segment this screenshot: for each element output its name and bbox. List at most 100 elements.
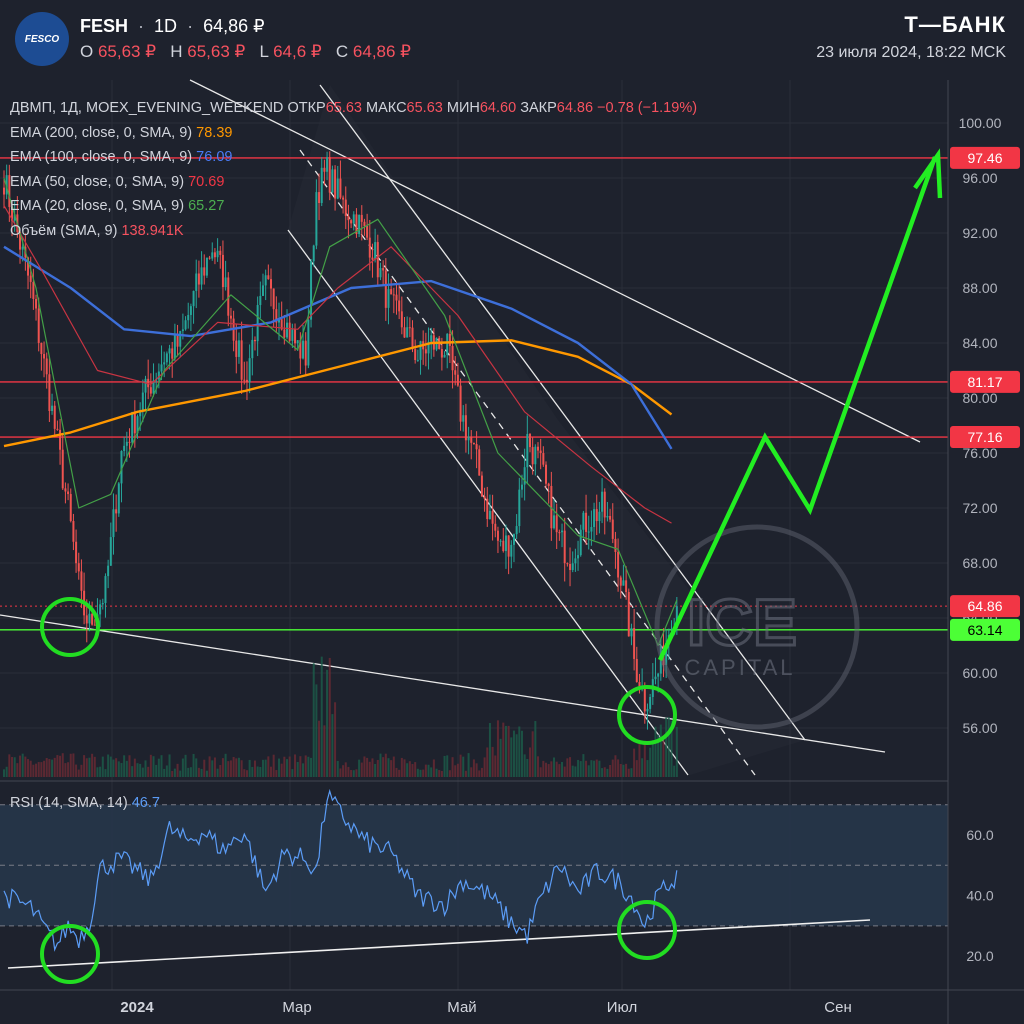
volume-bar	[368, 761, 371, 777]
volume-bar	[595, 759, 598, 777]
legend-ema20-label: EMA (20, close, 0, SMA, 9)	[10, 198, 185, 214]
volume-bar	[502, 722, 505, 777]
time-tick-label: Май	[447, 999, 476, 1016]
volume-bar	[213, 757, 216, 777]
annotations	[40, 148, 943, 984]
candle-body	[603, 491, 606, 518]
candle-body	[440, 348, 443, 358]
candle-body	[595, 509, 598, 522]
volume-bar	[240, 760, 243, 777]
ohlc-key: L	[259, 42, 269, 61]
legend-ema200[interactable]: EMA (200, close, 0, SMA, 9) 78.39	[10, 121, 697, 146]
candle-body	[563, 530, 566, 564]
volume-bar	[75, 764, 78, 777]
volume-bar	[93, 756, 96, 777]
company-logo: FESCO	[15, 12, 69, 66]
legend-ema50[interactable]: EMA (50, close, 0, SMA, 9) 70.69	[10, 170, 697, 195]
ticker[interactable]: FESH	[80, 16, 129, 36]
interval[interactable]: 1D	[154, 16, 178, 36]
candle-body	[526, 433, 529, 468]
candle-body	[430, 335, 433, 342]
legend-ema100[interactable]: EMA (100, close, 0, SMA, 9) 76.09	[10, 145, 697, 170]
volume-bar	[350, 770, 353, 777]
volume-bar	[363, 756, 366, 777]
brand-logo: Т—БАНК	[904, 12, 1006, 37]
candle-body	[483, 496, 486, 499]
volume-bar	[19, 755, 22, 777]
candle-body	[43, 354, 46, 359]
volume-bar	[398, 769, 401, 777]
volume-bar	[606, 768, 609, 777]
volume-bar	[115, 758, 118, 777]
legend-volume-value: 138.941K	[121, 222, 184, 239]
volume-bar	[280, 763, 283, 777]
volume-bar	[189, 767, 192, 777]
candle-body	[665, 642, 668, 666]
candle-body	[48, 374, 51, 412]
price-tick-label: 84.00	[962, 335, 997, 351]
candle-body	[363, 221, 366, 226]
volume-bar	[649, 747, 652, 777]
volume-bar	[545, 762, 548, 777]
legend-volume[interactable]: Объём (SMA, 9) 138.941K	[10, 219, 697, 244]
candle-body	[294, 329, 297, 344]
rsi-tick-label: 20.0	[966, 948, 993, 964]
volume-bar	[3, 769, 5, 777]
candle-body	[85, 615, 88, 624]
volume-bar	[128, 755, 131, 777]
volume-bar	[537, 756, 539, 777]
volume-bar	[438, 770, 441, 777]
level-label: 97.46	[967, 150, 1002, 166]
candle-body	[419, 341, 422, 360]
volume-bar	[187, 767, 190, 777]
price-tick-label: 100.00	[959, 115, 1002, 131]
volume-bar	[184, 754, 187, 777]
candle-body	[379, 268, 382, 278]
candle-body	[502, 540, 505, 552]
rsi-legend[interactable]: RSI (14, SMA, 14) 46.7	[10, 795, 160, 811]
candle-body	[582, 512, 585, 530]
highlight-circle	[617, 900, 677, 960]
legend-volume-label: Объём (SMA, 9)	[10, 222, 118, 239]
volume-bar	[302, 763, 305, 777]
candle-body	[547, 483, 550, 486]
candle-body	[318, 192, 321, 203]
candle-body	[545, 464, 548, 484]
dot-separator: ·	[133, 16, 150, 36]
volume-bar	[67, 762, 70, 777]
legend-close: 64.86	[556, 100, 594, 116]
candle-body	[112, 509, 115, 538]
legend-change: −0.78 (−1.19%)	[597, 100, 698, 116]
volume-bar	[366, 757, 369, 777]
candle-body	[307, 319, 310, 366]
trend-line	[319, 84, 806, 741]
volume-bar	[654, 726, 657, 777]
legend-ema20[interactable]: EMA (20, close, 0, SMA, 9) 65.27	[10, 194, 697, 219]
level-tag	[950, 618, 1020, 641]
candle-body	[115, 509, 118, 514]
candle-body	[19, 231, 22, 250]
legend-main[interactable]: ДВМП, 1Д, MOEX_EVENING_WEEKEND ОТКР65.63…	[10, 96, 697, 121]
candle-body	[267, 275, 270, 280]
volume-bar	[376, 759, 379, 777]
candle-body	[496, 530, 499, 541]
rsi-series	[3, 788, 678, 952]
grid	[0, 80, 948, 990]
candle-body	[192, 290, 195, 307]
volume-bar	[144, 760, 147, 777]
candle-body	[617, 552, 620, 578]
candle-body	[675, 606, 678, 629]
volume-bar	[200, 768, 203, 777]
price-tick-label: 60.00	[962, 665, 997, 681]
volume-bar	[35, 763, 38, 777]
volume-bar	[454, 765, 457, 777]
candle-body	[8, 175, 11, 207]
volume-bar	[464, 770, 467, 777]
candle-body	[512, 534, 515, 545]
candle-body	[376, 242, 379, 278]
volume-bar	[574, 766, 577, 777]
volume-bar	[611, 759, 614, 777]
volume-bar	[264, 759, 267, 777]
volume-bar	[318, 720, 321, 777]
